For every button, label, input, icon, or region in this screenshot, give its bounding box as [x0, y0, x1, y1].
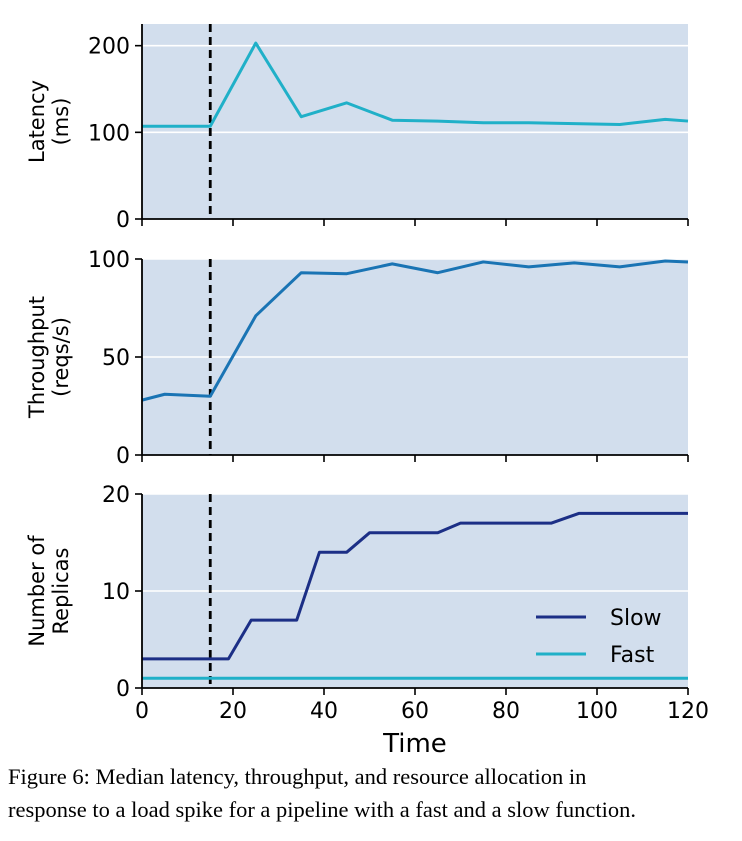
legend-label-fast: Fast	[610, 643, 655, 668]
y-axis-label-line: Replicas	[49, 548, 73, 635]
chart-panel-1: 0 100 200 Latency(ms)	[25, 24, 689, 233]
x-tick-label: 80	[492, 699, 520, 724]
legend: Slow Fast	[536, 606, 662, 668]
series-line-1	[142, 41, 689, 128]
y-tick-label: 100	[88, 248, 130, 273]
y-tick-label: 0	[116, 444, 130, 469]
y-tick-label: 100	[88, 121, 130, 146]
x-axis-label: Time	[382, 729, 447, 759]
y-axis-label-line: Number of	[25, 535, 49, 647]
chart-panel-2: 0 50 100 Throughput(reqs/s)	[25, 248, 689, 469]
caption-text-1: Median latency, throughput, and resource…	[95, 764, 587, 789]
chart-panel-3: 0 10 20 0 20 40 60 80 100 120 Number ofReplicas Tim…	[25, 483, 709, 759]
legend-label-slow: Slow	[610, 606, 662, 631]
y-tick-label: 10	[102, 580, 130, 605]
y-axis-label: Number ofReplicas	[25, 535, 73, 647]
x-tick-label: 20	[219, 699, 247, 724]
figure: 0100200Latency(ms)050100Throughput(reqs/…	[25, 24, 709, 759]
x-tick-label: 40	[310, 699, 338, 724]
caption-line-2: response to a load spike for a pipeline …	[8, 797, 636, 822]
y-tick-label: 0	[116, 677, 130, 702]
x-tick-label: 100	[576, 699, 618, 724]
y-axis-label-line: (reqs/s)	[49, 317, 73, 397]
y-axis-label-line: Throughput	[25, 296, 49, 419]
figure-caption: Figure 6: Median latency, throughput, an…	[8, 760, 738, 826]
y-axis-label: Latency(ms)	[25, 80, 73, 163]
caption-line-1: Figure 6: Median latency, throughput, an…	[8, 760, 738, 793]
y-axis-label-line: Latency	[25, 80, 49, 163]
series-line-slow	[142, 511, 688, 661]
series-line-1	[141, 259, 689, 402]
x-tick-label: 120	[667, 699, 709, 724]
y-tick-label: 0	[116, 208, 130, 233]
y-axis-label-line: (ms)	[49, 98, 73, 146]
x-tick-label: 0	[135, 699, 149, 724]
y-tick-label: 20	[102, 483, 130, 508]
y-tick-label: 200	[88, 35, 130, 60]
y-axis-label: Throughput(reqs/s)	[25, 296, 73, 419]
caption-label: Figure 6:	[8, 764, 90, 789]
y-tick-label: 50	[102, 346, 130, 371]
x-tick-label: 60	[401, 699, 429, 724]
